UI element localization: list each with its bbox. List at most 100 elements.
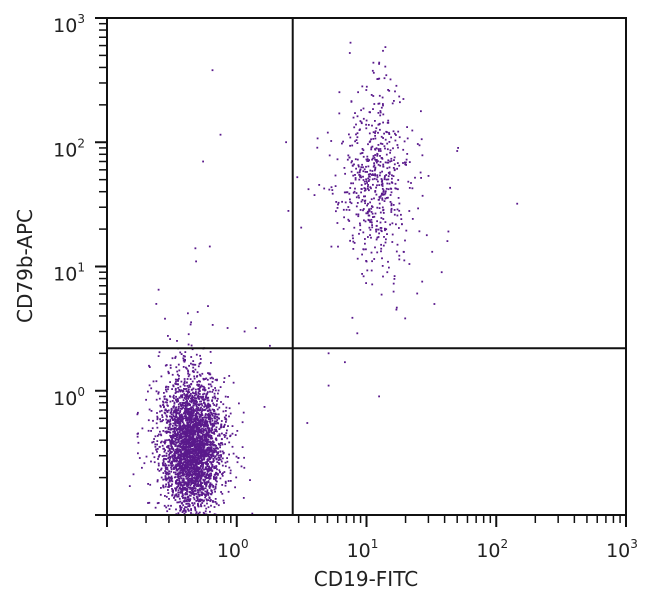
data-point — [181, 419, 183, 422]
data-point — [178, 377, 180, 380]
data-point — [363, 180, 366, 183]
data-point — [229, 469, 232, 472]
data-point — [185, 467, 188, 470]
data-point — [207, 459, 209, 462]
data-point — [212, 396, 214, 399]
data-point — [389, 78, 392, 81]
data-point — [212, 459, 215, 461]
data-point — [218, 428, 221, 430]
data-point — [163, 441, 166, 443]
data-point — [367, 236, 369, 238]
data-point — [407, 180, 410, 183]
data-point — [150, 430, 152, 432]
data-point — [216, 468, 218, 471]
data-point — [367, 160, 370, 162]
data-point — [187, 430, 189, 432]
data-point — [181, 495, 183, 498]
data-point — [200, 411, 203, 414]
data-point — [191, 412, 194, 415]
data-point — [177, 495, 180, 498]
data-point — [169, 455, 172, 458]
data-point — [167, 431, 170, 433]
data-point — [156, 443, 158, 446]
data-point — [243, 330, 246, 333]
data-point — [379, 161, 382, 163]
y-tick-label: 103 — [53, 12, 85, 37]
data-point — [376, 184, 378, 187]
data-point — [187, 372, 189, 375]
data-point — [393, 209, 396, 211]
data-point — [195, 388, 197, 391]
data-point — [192, 504, 194, 507]
data-point — [175, 398, 177, 401]
data-point — [180, 413, 183, 416]
data-point — [326, 131, 329, 134]
data-point — [153, 438, 155, 440]
data-point — [400, 213, 402, 216]
data-point — [370, 148, 373, 151]
data-point — [190, 465, 193, 468]
data-point — [384, 190, 387, 193]
data-point — [185, 367, 188, 370]
data-point — [191, 421, 194, 423]
data-point — [198, 387, 201, 389]
data-point — [148, 501, 151, 504]
data-point — [365, 282, 367, 284]
data-point — [376, 206, 379, 209]
data-point — [372, 183, 374, 186]
data-point — [184, 450, 187, 453]
data-point — [365, 158, 368, 161]
data-point — [204, 461, 206, 464]
data-point — [359, 174, 362, 177]
data-point — [206, 502, 208, 505]
data-point — [195, 447, 198, 450]
data-point — [180, 389, 182, 392]
data-point — [393, 278, 396, 280]
data-point — [208, 467, 211, 469]
data-point — [349, 136, 352, 139]
data-point — [195, 404, 198, 407]
data-point — [199, 418, 202, 421]
data-point — [177, 399, 179, 401]
data-point — [188, 471, 191, 474]
data-point — [183, 473, 186, 475]
data-point — [371, 260, 373, 263]
data-point — [132, 473, 135, 476]
data-point — [200, 395, 202, 398]
data-point — [371, 205, 373, 208]
data-point — [185, 396, 188, 399]
data-point — [359, 128, 361, 131]
data-point — [352, 248, 355, 250]
data-point — [183, 392, 186, 395]
data-point — [200, 486, 203, 489]
data-point — [168, 472, 170, 475]
data-point — [193, 442, 195, 445]
data-point — [165, 468, 167, 471]
data-point — [158, 454, 161, 456]
data-point — [170, 504, 172, 507]
data-point — [136, 413, 139, 416]
data-point — [182, 458, 185, 461]
data-point — [178, 412, 180, 415]
data-point — [388, 166, 391, 169]
data-point — [154, 435, 157, 438]
data-point — [196, 489, 199, 491]
data-point — [389, 187, 392, 190]
data-point — [203, 468, 205, 471]
data-point — [392, 130, 395, 133]
data-point — [192, 440, 194, 442]
data-point — [187, 343, 190, 346]
data-point — [188, 478, 191, 480]
data-point — [209, 493, 212, 495]
data-point — [200, 485, 202, 487]
data-point — [168, 426, 171, 428]
data-point — [214, 444, 217, 447]
data-point — [338, 91, 341, 94]
data-point — [222, 499, 225, 502]
data-point — [213, 423, 215, 426]
data-point — [382, 275, 384, 278]
data-point — [393, 163, 396, 166]
data-point — [185, 388, 188, 390]
data-point — [185, 444, 188, 447]
data-point — [199, 395, 201, 398]
